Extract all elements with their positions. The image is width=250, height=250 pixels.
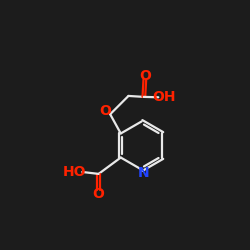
Text: O: O <box>139 69 151 83</box>
Text: HO: HO <box>63 165 87 179</box>
Text: N: N <box>138 166 150 180</box>
Text: O: O <box>100 104 111 118</box>
Text: OH: OH <box>152 90 176 104</box>
Text: O: O <box>93 187 104 201</box>
